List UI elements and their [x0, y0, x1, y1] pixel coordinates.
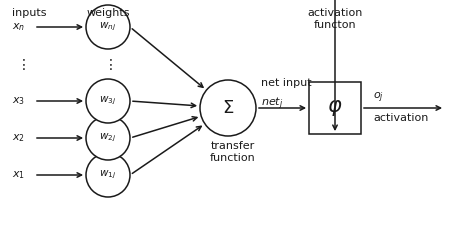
Text: $x_1$: $x_1$ [12, 169, 25, 181]
Circle shape [86, 116, 130, 160]
Text: $x_n$: $x_n$ [12, 21, 25, 33]
Text: $x_2$: $x_2$ [12, 132, 25, 144]
Text: $\varphi$: $\varphi$ [327, 98, 343, 118]
Text: $net_j$: $net_j$ [261, 96, 283, 112]
Text: transfer
function: transfer function [210, 141, 256, 163]
Circle shape [86, 5, 130, 49]
FancyBboxPatch shape [309, 82, 361, 134]
Text: $\Sigma$: $\Sigma$ [222, 99, 234, 117]
Circle shape [86, 153, 130, 197]
Text: $x_3$: $x_3$ [12, 95, 25, 107]
Text: activation: activation [373, 113, 428, 123]
Text: activation
functon: activation functon [307, 8, 363, 30]
Text: inputs: inputs [12, 8, 46, 18]
Circle shape [200, 80, 256, 136]
Text: $\vdots$: $\vdots$ [103, 56, 113, 72]
Text: $\vdots$: $\vdots$ [16, 56, 26, 72]
Text: net input: net input [261, 78, 311, 88]
Text: $w_{nj}$: $w_{nj}$ [100, 21, 117, 33]
Text: weights: weights [86, 8, 130, 18]
Text: $w_{3j}$: $w_{3j}$ [100, 95, 117, 107]
Text: $w_{2j}$: $w_{2j}$ [100, 132, 117, 144]
Text: $w_{1j}$: $w_{1j}$ [100, 169, 117, 181]
Text: $o_j$: $o_j$ [373, 91, 384, 105]
Circle shape [86, 79, 130, 123]
